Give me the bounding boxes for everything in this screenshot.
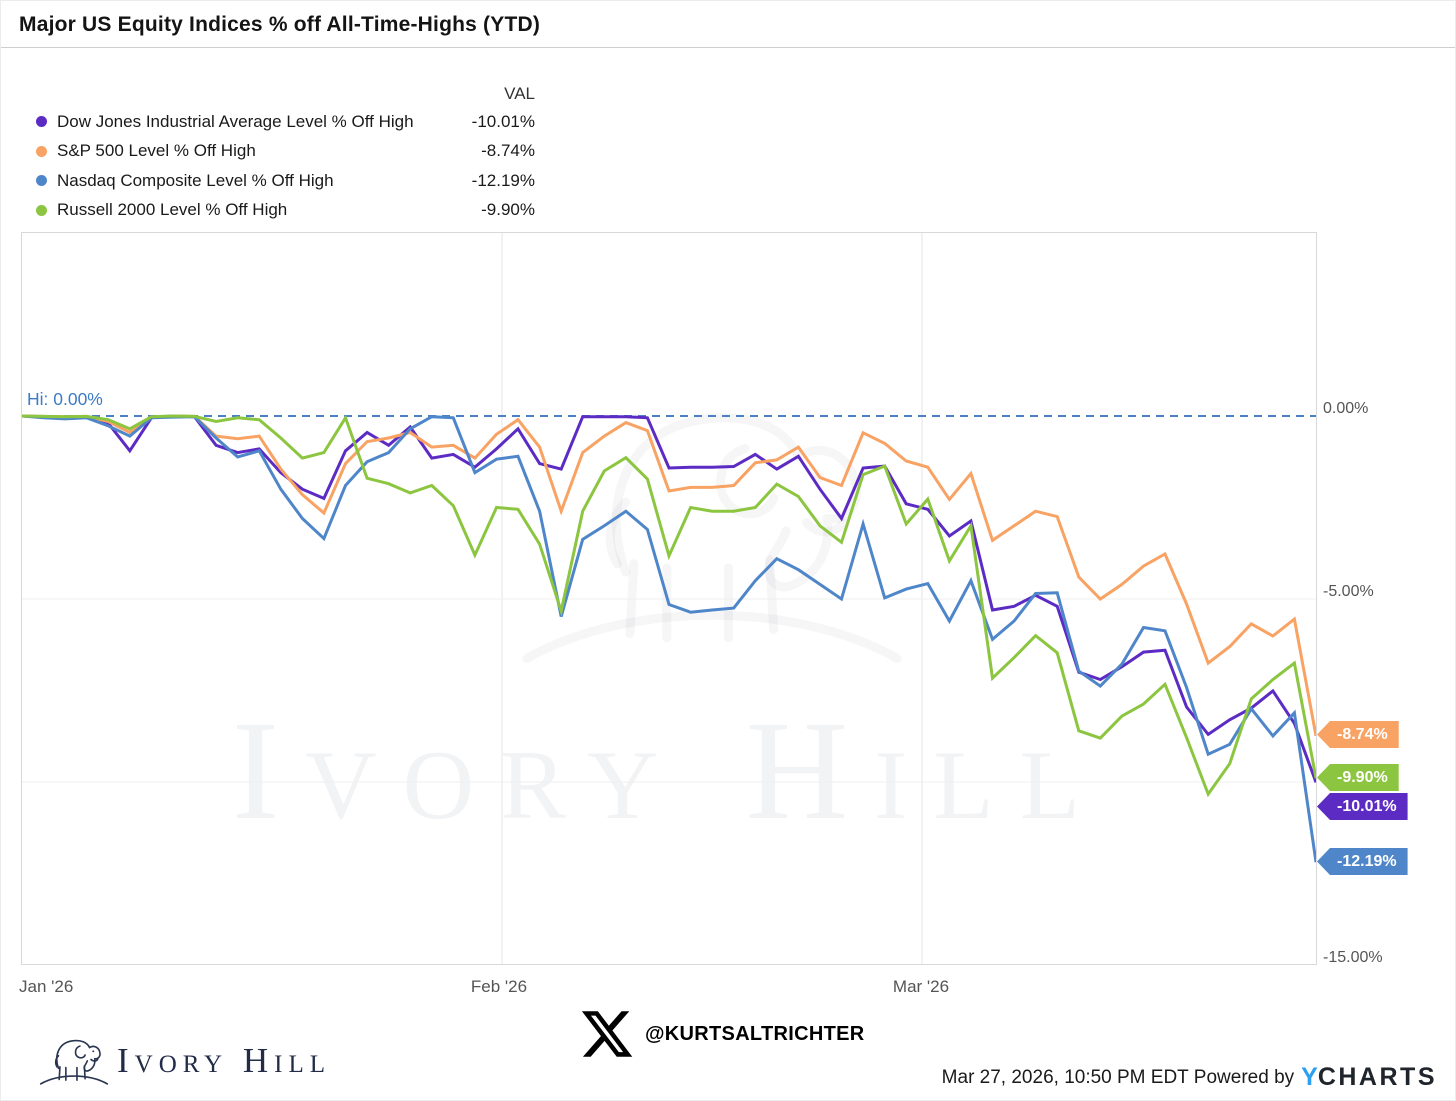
dow-color-dot-icon [36,116,47,128]
footer-attribution: Mar 27, 2026, 10:50 PM EDT Powered by YC… [942,1063,1437,1092]
title-divider [1,47,1455,48]
legend-item-value: -9.90% [481,200,535,220]
x-handle: @KURTSALTRICHTER [645,1023,865,1045]
timestamp: Mar 27, 2026, 10:50 PM EDT [941,1066,1189,1088]
line-chart [22,233,1316,964]
ivory-hill-elephant-logo [37,1017,111,1093]
legend-value-header: VAL [504,84,535,103]
x-twitter-icon [581,1011,633,1057]
ycharts-rest: CHARTS [1317,1063,1437,1091]
ivory-hill-wordmark: Ivory Hill [117,1041,332,1080]
high-annotation: Hi: 0.00% [27,389,103,409]
watermark-text: Ivory Hill [231,691,1107,849]
y-axis-tick-0: 0.00% [1323,400,1369,417]
legend-item-value: -12.19% [471,170,535,190]
legend: VAL Dow Jones Industrial Average Level %… [19,81,535,225]
legend-item-dow: Dow Jones Industrial Average Level % Off… [19,107,535,137]
x-axis-tick-feb: Feb '26 [470,977,528,996]
sp500-color-dot-icon [36,145,47,157]
ycharts-y: Y [1301,1063,1318,1091]
y-axis-tick-15: -15.00% [1323,949,1383,966]
sp500-end-value-tag: -8.74% [1317,721,1399,748]
plot-area: Ivory Hill Hi: 0.00% [21,232,1317,965]
legend-item-nasdaq: Nasdaq Composite Level % Off High -12.19… [19,166,535,196]
legend-item-value: -10.01% [471,111,535,131]
legend-item-label: Nasdaq Composite Level % Off High [57,170,334,190]
ycharts-logo: YCHARTS [1301,1063,1437,1092]
legend-item-value: -8.74% [481,141,535,161]
powered-by-label: Powered by [1193,1066,1295,1088]
legend-item-label: Dow Jones Industrial Average Level % Off… [57,111,414,131]
nasdaq-end-value-tag: -12.19% [1317,848,1408,875]
x-axis-tick-jan: Jan '26 [19,977,74,996]
legend-item-russell: Russell 2000 Level % Off High -9.90% [19,196,535,226]
legend-item-label: Russell 2000 Level % Off High [57,200,288,220]
page-title: Major US Equity Indices % off All-Time-H… [19,13,541,36]
nasdaq-color-dot-icon [36,175,47,187]
legend-item-label: S&P 500 Level % Off High [57,141,256,161]
legend-item-sp500: S&P 500 Level % Off High -8.74% [19,137,535,167]
russell-color-dot-icon [36,204,47,216]
russell-end-value-tag: -9.90% [1317,764,1399,791]
y-axis-tick-5: -5.00% [1323,583,1374,600]
dow-end-value-tag: -10.01% [1317,793,1408,820]
x-axis-tick-mar: Mar '26 [892,977,950,996]
